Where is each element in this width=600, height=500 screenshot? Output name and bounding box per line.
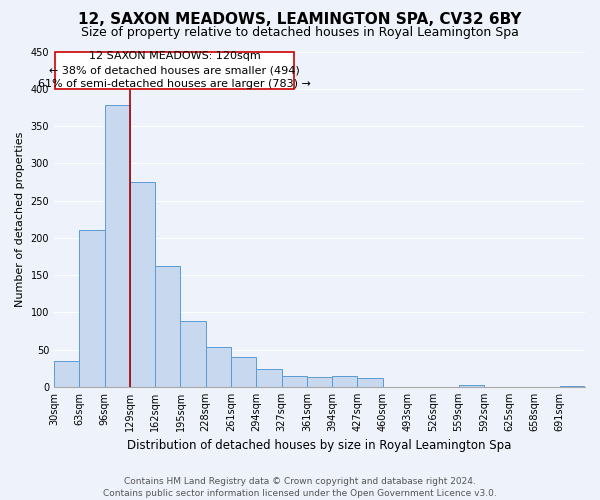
Bar	[332, 376, 358, 387]
Bar	[104, 105, 130, 387]
Text: Contains HM Land Registry data © Crown copyright and database right 2024.
Contai: Contains HM Land Registry data © Crown c…	[103, 476, 497, 498]
Bar	[458, 386, 484, 387]
Bar	[206, 348, 231, 387]
Bar	[55, 52, 294, 89]
Bar	[130, 182, 155, 387]
Bar	[155, 266, 181, 387]
Bar	[560, 386, 585, 387]
Text: 12, SAXON MEADOWS, LEAMINGTON SPA, CV32 6BY: 12, SAXON MEADOWS, LEAMINGTON SPA, CV32 …	[78, 12, 522, 28]
Bar	[307, 377, 332, 387]
Text: 12 SAXON MEADOWS: 120sqm
← 38% of detached houses are smaller (494)
61% of semi-: 12 SAXON MEADOWS: 120sqm ← 38% of detach…	[38, 51, 311, 89]
Bar	[79, 230, 104, 387]
Bar	[256, 369, 281, 387]
Bar	[358, 378, 383, 387]
Bar	[181, 320, 206, 387]
Text: Size of property relative to detached houses in Royal Leamington Spa: Size of property relative to detached ho…	[81, 26, 519, 39]
Y-axis label: Number of detached properties: Number of detached properties	[15, 132, 25, 307]
Bar	[54, 361, 79, 387]
Bar	[281, 376, 307, 387]
X-axis label: Distribution of detached houses by size in Royal Leamington Spa: Distribution of detached houses by size …	[127, 440, 512, 452]
Bar	[231, 357, 256, 387]
